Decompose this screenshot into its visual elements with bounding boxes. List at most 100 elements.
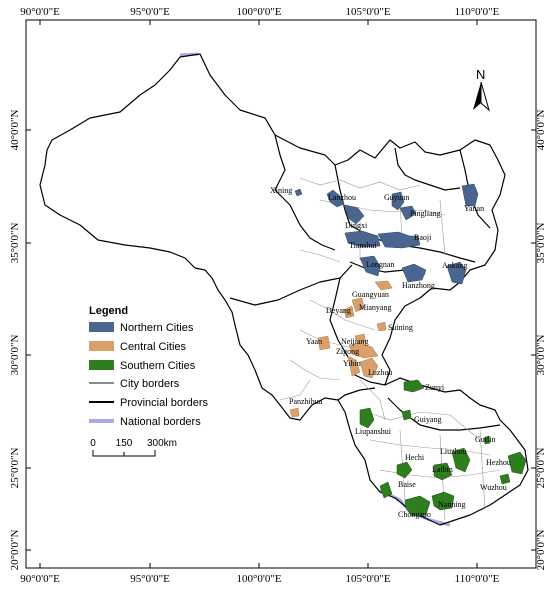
city-label: Deyang: [326, 306, 351, 315]
city-label: Dingxi: [345, 221, 368, 230]
lon-label-bottom: 100°0'0"E: [236, 573, 281, 585]
lat-label-left: 20°0'0"N: [9, 530, 21, 571]
north-arrow-icon: [473, 82, 481, 110]
southern-city-polygons: [359, 379, 527, 517]
city-label: Guangyuan: [352, 290, 389, 299]
lat-label-right: 35°0'0"N: [535, 223, 547, 264]
city-label: Wuzhou: [480, 483, 507, 492]
city-label: Zigong: [336, 347, 359, 356]
city-area-ankang: [446, 261, 467, 285]
city-area-zunyi: [403, 379, 425, 393]
city-area-baise: [379, 481, 393, 499]
city-label: Liupanshui: [355, 427, 392, 436]
city-area-guyuan: [391, 191, 405, 211]
city-label: Guilin: [475, 435, 495, 444]
city-area-mianyang: [351, 297, 365, 313]
central-city-polygons: [289, 280, 393, 418]
lon-label-bottom: 95°0'0"E: [130, 573, 170, 585]
city-area-tianshui: [344, 230, 381, 248]
city-label: Chongzuo: [398, 510, 431, 519]
north-arrow-icon-half: [480, 81, 490, 112]
city-label: Yaan: [306, 337, 322, 346]
city-label: Baoji: [414, 233, 432, 242]
lat-label-left: 35°0'0"N: [9, 223, 21, 264]
map-frame: [25, 19, 537, 569]
city-label: Pingliang: [410, 209, 441, 218]
city-label: Longnan: [366, 260, 394, 269]
city-label: Yanan: [464, 204, 484, 213]
northern-city-polygons: [294, 183, 479, 285]
city-area-deyang: [343, 305, 355, 319]
city-area-hanzhong: [401, 263, 427, 283]
legend-label: Central Cities: [120, 341, 187, 353]
city-area-wuzhou: [499, 473, 511, 485]
lat-label-right: 25°0'0"N: [535, 448, 547, 489]
legend-label: Southern Cities: [120, 360, 196, 372]
scale-label: 0: [90, 438, 96, 449]
city-area-nanning: [431, 491, 455, 511]
city-label: Xining: [270, 186, 292, 195]
legend-label: National borders: [120, 416, 201, 428]
city-area-pingliang: [399, 205, 417, 221]
city-area-longnan: [359, 255, 381, 277]
north-arrow-label: N: [476, 67, 485, 82]
legend-label: Provincial borders: [120, 397, 209, 409]
lat-label-right: 40°0'0"N: [535, 110, 547, 151]
lat-label-right: 30°0'0"N: [535, 335, 547, 376]
city-label: Luzhou: [368, 368, 392, 377]
city-area-zigong: [348, 342, 379, 359]
city-label: Laibin: [432, 465, 453, 474]
city-area-chongzuo: [404, 495, 431, 517]
lon-label-top: 110°0'0"E: [455, 6, 500, 18]
graticule-ticks: [26, 20, 536, 568]
city-label: Mianyang: [359, 303, 391, 312]
city-label: Baise: [398, 480, 416, 489]
legend-swatch-central: [89, 341, 114, 351]
city-area-hezhou: [507, 451, 527, 475]
city-area-luzhou: [359, 357, 379, 379]
city-label: Ankang: [442, 261, 467, 270]
lat-label-left: 25°0'0"N: [9, 448, 21, 489]
city-label: Hechi: [405, 453, 425, 462]
legend-title: Legend: [89, 305, 128, 317]
city-area-liupanshui: [359, 407, 375, 429]
city-label: Nanning: [438, 500, 466, 509]
city-area-panzhihua: [289, 407, 300, 418]
legend-label: City borders: [120, 378, 180, 390]
city-area-lanzhou: [326, 189, 345, 208]
city-area-guilin: [483, 435, 491, 445]
lon-label-top: 105°0'0"E: [345, 6, 390, 18]
legend: Legend Northern Cities Central Cities So…: [89, 305, 209, 428]
city-label: Tianshui: [349, 241, 377, 250]
city-area-xining: [294, 188, 303, 197]
city-label: Panzhihua: [289, 397, 323, 406]
city-label: Lanzhou: [328, 193, 356, 202]
lon-label-top: 100°0'0"E: [236, 6, 281, 18]
legend-swatch-southern: [89, 360, 114, 370]
lon-label-bottom: 110°0'0"E: [455, 573, 500, 585]
city-label: Hezhou: [486, 458, 511, 467]
city-label: Guyuan: [384, 193, 409, 202]
scale-bar-line: [92, 450, 156, 457]
city-area-yibin: [347, 355, 361, 377]
legend-label: Northern Cities: [120, 322, 194, 334]
city-area-yaan: [317, 335, 331, 351]
city-label: Suining: [388, 323, 413, 332]
city-area-guiyang: [401, 409, 412, 421]
city-area-baoji: [377, 231, 421, 249]
city-label: Neijiang: [341, 337, 369, 346]
lat-label-left: 40°0'0"N: [9, 110, 21, 151]
city-label: Liuzhou: [440, 447, 467, 456]
city-area-guangyuan: [374, 280, 393, 291]
city-area-laibin: [433, 462, 453, 481]
city-label: Yibin: [343, 359, 361, 368]
lat-label-right: 20°0'0"N: [535, 530, 547, 571]
scale-bar: 0 150 300km: [90, 438, 177, 457]
city-area-hechi: [396, 461, 413, 479]
scale-label: 150: [116, 438, 133, 449]
lon-label-bottom: 105°0'0"E: [345, 573, 390, 585]
city-area-neijiang: [354, 333, 367, 345]
city-area-liuzhou: [451, 447, 471, 473]
lat-label-left: 30°0'0"N: [9, 335, 21, 376]
lon-label-top: 95°0'0"E: [130, 6, 170, 18]
